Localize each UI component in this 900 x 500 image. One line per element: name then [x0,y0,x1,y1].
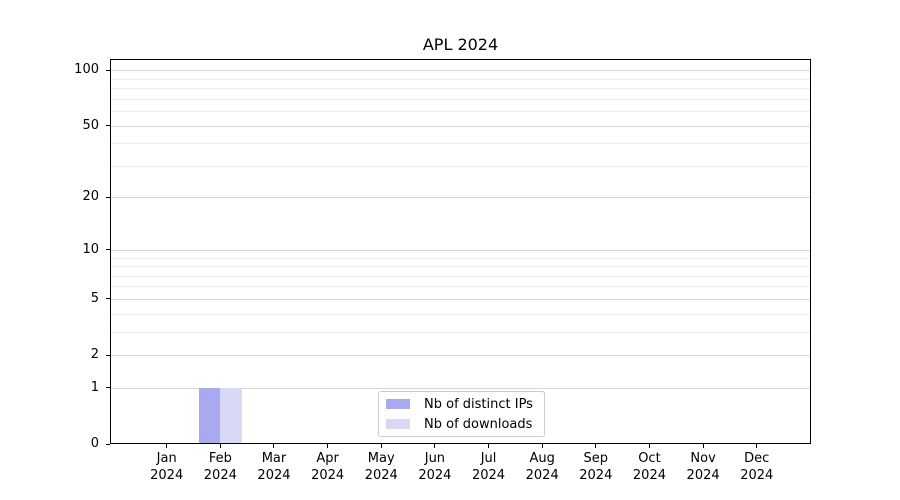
x-tick-year: 2024 [364,468,398,483]
x-tick-month: Jan [156,451,177,466]
gridline-major [111,125,810,127]
x-tick [219,443,221,448]
gridline-major [111,70,810,72]
x-tick-label: Feb 2024 [185,450,255,484]
y-tick [106,354,110,356]
x-tick [756,443,758,448]
y-tick-label: 100 [74,62,99,78]
bar-nb-of-downloads-feb [220,387,242,443]
gridline-minor [111,111,810,113]
x-tick-month: Feb [208,451,232,466]
legend-swatch-downloads [386,419,410,429]
x-tick-label: May 2024 [346,450,416,484]
legend-label: Nb of distinct IPs [424,396,533,412]
x-tick-month: Oct [638,451,661,466]
x-tick [273,443,275,448]
x-tick-month: May [367,451,395,466]
x-tick-month: Nov [690,451,716,466]
gridline-minor [111,331,810,333]
x-tick-year: 2024 [418,468,452,483]
x-tick-label: Mar 2024 [239,450,309,484]
legend-item: Nb of distinct IPs [386,396,544,413]
gridline-minor [111,275,810,277]
gridline-major [111,298,810,300]
x-tick [541,443,543,448]
y-tick-label: 1 [90,379,99,395]
y-tick [106,69,110,71]
gridline-minor [111,257,810,259]
x-tick-month: Sep [583,451,609,466]
y-tick [106,196,110,198]
x-tick [595,443,597,448]
spine-left [110,59,111,444]
y-tick [106,387,110,389]
x-tick-year: 2024 [686,468,720,483]
x-tick-month: Aug [529,451,555,466]
gridline-major [111,387,810,389]
gridline-minor [111,143,810,145]
x-tick-label: Nov 2024 [668,450,738,484]
gridline-minor [111,286,810,288]
y-tick-label: 5 [90,290,99,306]
x-tick [380,443,382,448]
x-tick-label: Jul 2024 [454,450,524,484]
spine-top [110,59,811,60]
y-tick [106,249,110,251]
legend-swatch-distinct-ips [386,399,410,409]
legend-label: Nb of downloads [424,416,533,432]
spine-bottom [110,443,811,444]
x-tick-month: Jul [480,451,497,466]
gridline-major [111,249,810,251]
x-tick [434,443,436,448]
y-tick-label: 20 [82,189,99,205]
gridline-minor [111,313,810,315]
x-tick-label: Apr 2024 [293,450,363,484]
gridline-minor [111,165,810,167]
x-tick-label: Aug 2024 [507,450,577,484]
y-tick-label: 50 [82,117,99,133]
gridline-major [111,197,810,199]
x-tick-label: Oct 2024 [614,450,684,484]
x-tick-year: 2024 [471,468,506,483]
gridline-minor [111,88,810,90]
x-tick-month: Mar [261,451,287,466]
gridline-minor [111,78,810,80]
legend: Nb of distinct IPs Nb of downloads [378,391,545,437]
x-tick-year: 2024 [203,468,237,483]
x-tick-label: Sep 2024 [561,450,631,484]
x-tick-label: Jan 2024 [132,450,202,484]
x-tick [327,443,329,448]
gridline-major [111,355,810,357]
y-tick [106,443,110,445]
x-tick-year: 2024 [150,468,184,483]
x-tick-month: Apr [316,451,339,466]
x-tick [488,443,490,448]
legend-item: Nb of downloads [386,416,544,433]
gridline-minor [111,98,810,100]
gridline-minor [111,266,810,268]
chart-title: APL 2024 [422,35,499,54]
y-tick-label: 10 [82,241,99,257]
x-tick-year: 2024 [579,468,613,483]
x-tick-year: 2024 [257,468,291,483]
y-tick [106,298,110,300]
x-tick [702,443,704,448]
x-tick-month: Dec [744,451,770,466]
x-tick-year: 2024 [632,468,666,483]
y-tick-label: 2 [90,347,99,363]
x-tick-month: Jun [424,451,446,466]
bar-nb-of-distinct-ips-feb [198,387,221,443]
x-tick-label: Dec 2024 [722,450,792,484]
x-tick-year: 2024 [525,468,559,483]
x-tick-year: 2024 [311,468,345,483]
x-tick-year: 2024 [740,468,774,483]
x-tick [648,443,650,448]
spine-right [810,59,811,444]
x-tick-label: Jun 2024 [400,450,470,484]
y-tick-label: 0 [90,436,99,451]
x-tick [166,443,168,448]
y-tick [106,125,110,127]
